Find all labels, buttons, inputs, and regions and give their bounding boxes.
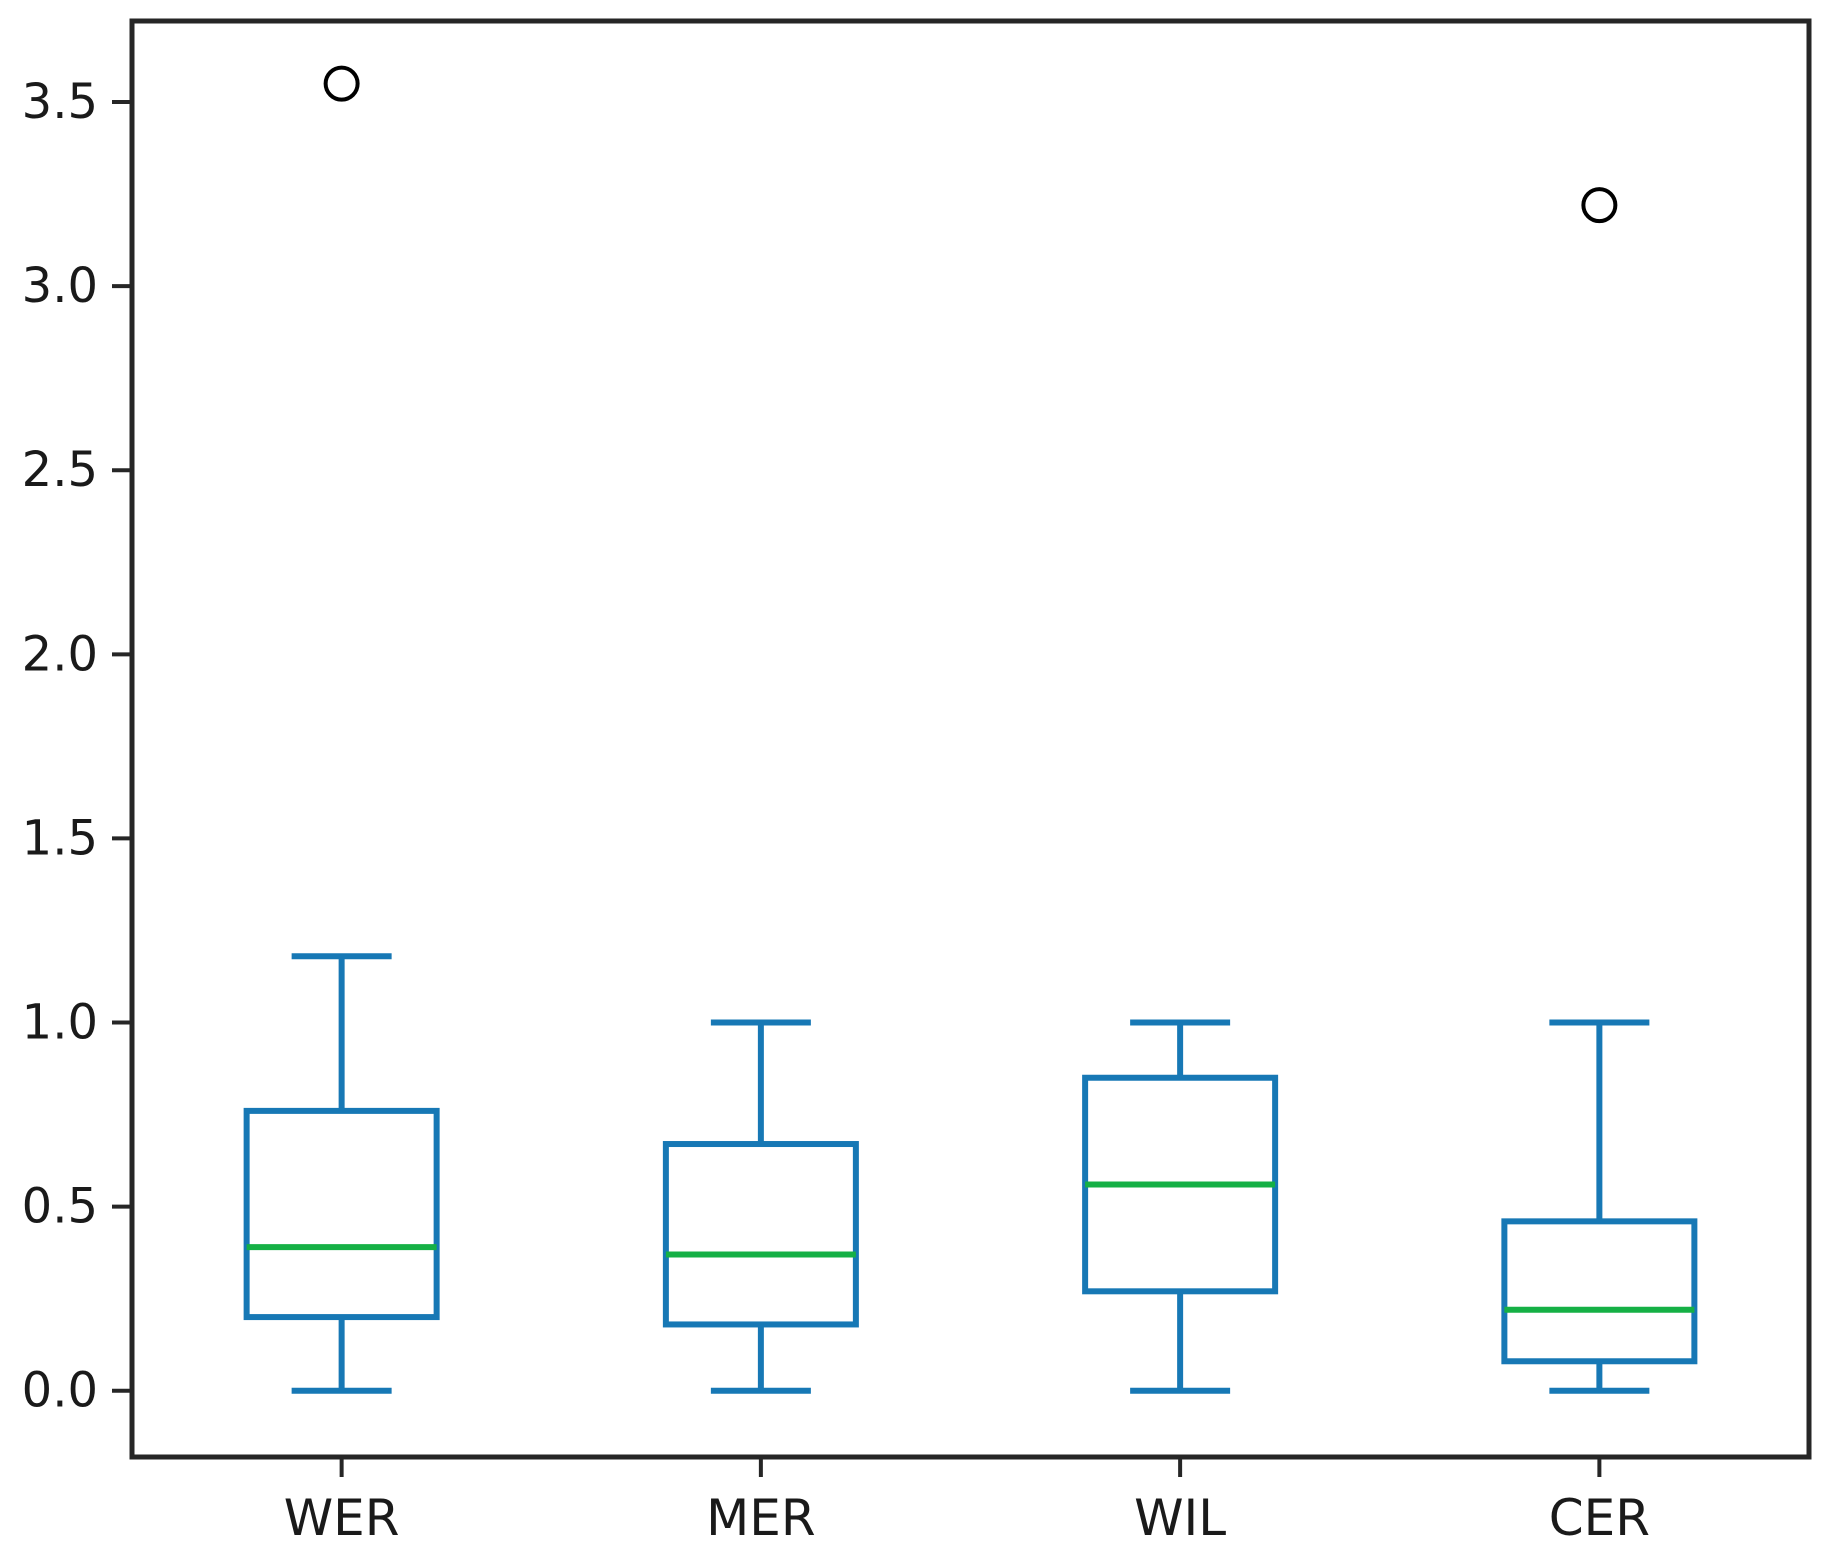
ytick-label-3.5: 3.5: [22, 74, 98, 130]
plot-border: [129, 18, 1812, 1460]
ytick-label-2.0: 2.0: [22, 626, 98, 682]
ytick-label-3.0: 3.0: [22, 258, 98, 314]
xtick-label-WIL: WIL: [1134, 1489, 1226, 1547]
xtick-label-WER: WER: [284, 1489, 400, 1547]
xtick-label-MER: MER: [706, 1489, 815, 1547]
box-CER: [1501, 1218, 1698, 1365]
outlier-WER: [323, 65, 360, 102]
ytick-label-1.0: 1.0: [22, 995, 98, 1051]
ytick-label-0.0: 0.0: [22, 1363, 98, 1419]
ytick-label-0.5: 0.5: [22, 1179, 98, 1235]
box-MER: [662, 1141, 859, 1328]
ytick-label-1.5: 1.5: [22, 810, 98, 866]
xtick-label-CER: CER: [1549, 1489, 1650, 1547]
ytick-label-2.5: 2.5: [22, 442, 98, 498]
box-WER: [243, 1107, 440, 1321]
outlier-CER: [1581, 187, 1618, 224]
